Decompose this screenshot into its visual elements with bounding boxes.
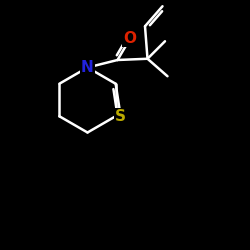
Text: N: N: [81, 60, 94, 75]
Text: O: O: [124, 31, 136, 46]
Text: S: S: [115, 109, 126, 124]
